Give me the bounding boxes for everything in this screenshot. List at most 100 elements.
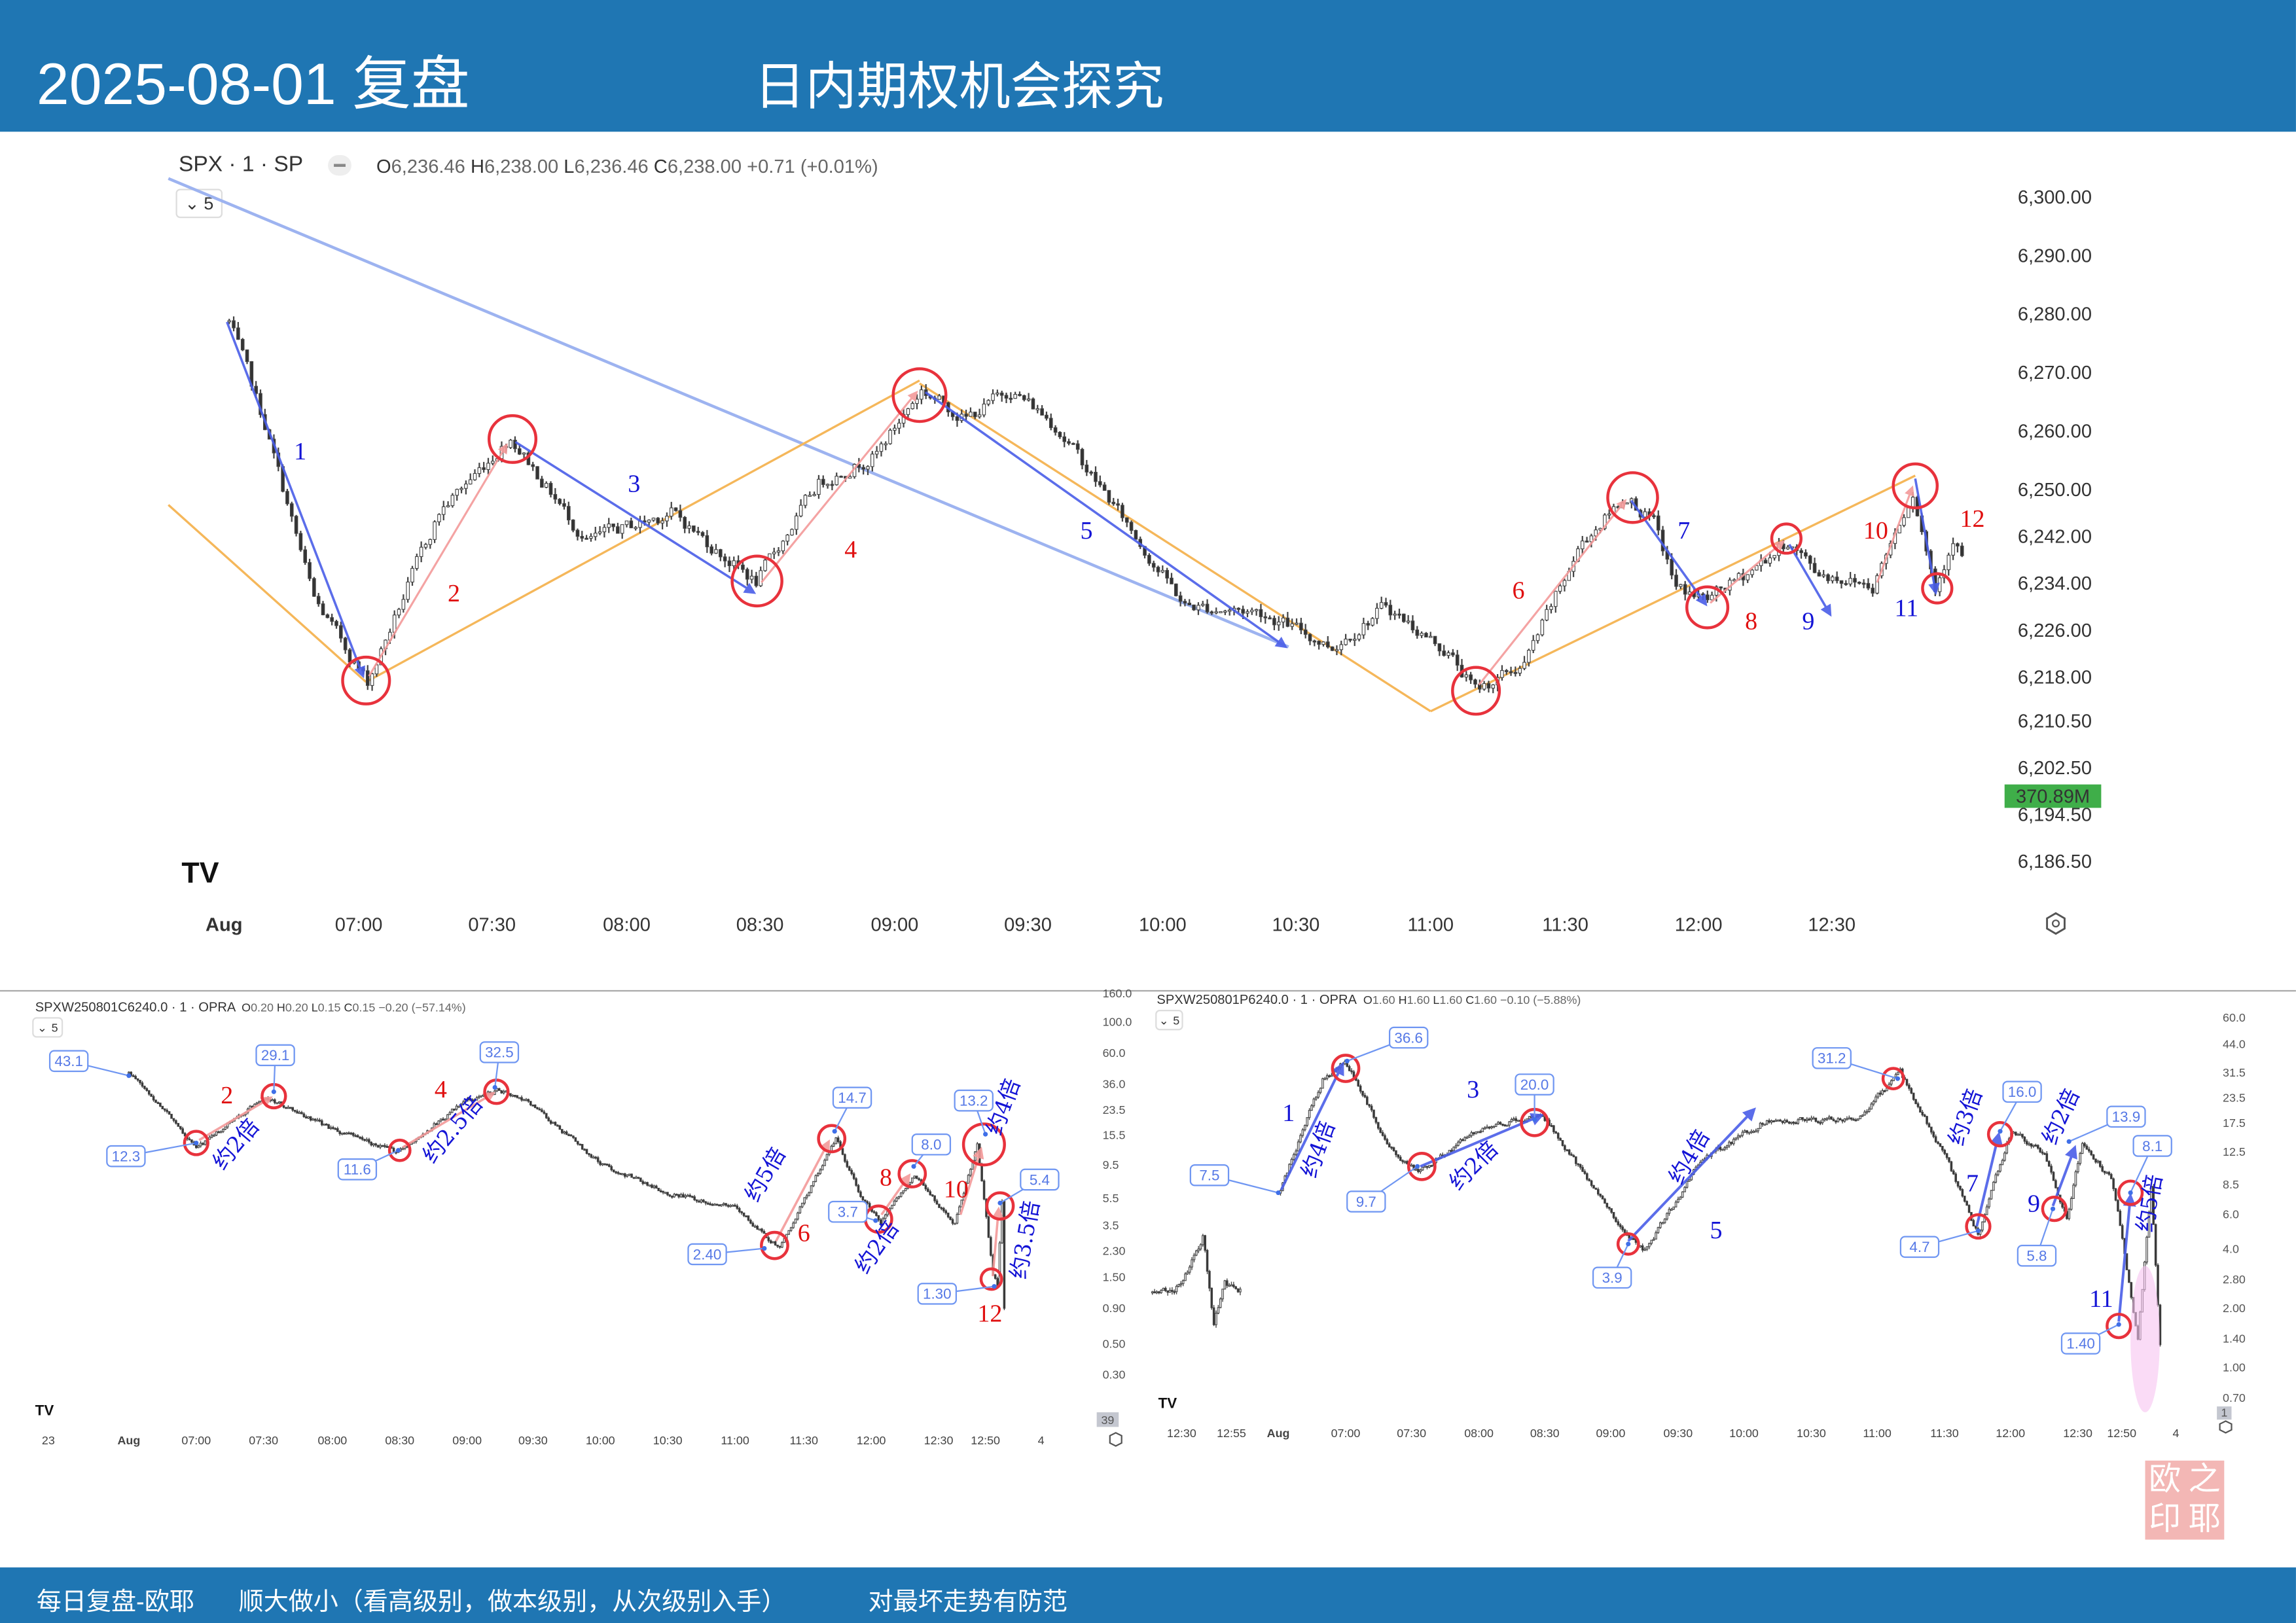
- settings-icon[interactable]: [2219, 1420, 2233, 1434]
- put-chart-symbol[interactable]: SPXW250801P6240.0 · 1 · OPRA: [1157, 992, 1357, 1007]
- candle: [217, 1131, 220, 1133]
- candle: [1366, 1096, 1369, 1105]
- volume-badge-label: 370.89M: [2016, 787, 2090, 808]
- candle: [1134, 530, 1138, 540]
- candle: [401, 1148, 404, 1150]
- y-axis-tick: 15.5: [1103, 1129, 1126, 1142]
- candle: [1812, 1117, 1815, 1120]
- candle: [1442, 651, 1446, 656]
- candle: [356, 1135, 359, 1138]
- x-axis-tick: 4: [1038, 1434, 1045, 1447]
- seal-char: 欧: [2149, 1462, 2181, 1499]
- candle: [1959, 1186, 1962, 1190]
- indicators-toggle[interactable]: ⌄ 5: [175, 188, 223, 219]
- candle: [372, 1143, 375, 1146]
- candle: [1876, 1092, 1880, 1097]
- candle: [1481, 1128, 1484, 1132]
- candle: [361, 1137, 364, 1140]
- highlight-circle: [730, 554, 783, 608]
- put-option-chart[interactable]: 36.67.520.09.73.931.216.04.713.95.88.11.…: [1151, 1011, 2246, 1440]
- candle: [781, 1242, 783, 1248]
- indicator-count: 5: [204, 193, 214, 214]
- x-axis-tick: 12:00: [1675, 914, 1723, 935]
- settings-icon[interactable]: [1109, 1432, 1122, 1447]
- candle: [1656, 515, 1660, 531]
- candle: [1236, 1288, 1240, 1293]
- candle: [641, 1181, 645, 1185]
- candle: [1455, 654, 1460, 666]
- candle: [1952, 1170, 1955, 1175]
- y-axis-tick: 60.0: [1103, 1046, 1126, 1060]
- hide-legend-icon[interactable]: [328, 155, 351, 176]
- candle: [386, 1146, 389, 1149]
- candle: [1174, 583, 1178, 596]
- candle: [462, 1101, 465, 1105]
- y-axis-tick: 6,226.00: [2018, 620, 2092, 641]
- candle: [621, 1173, 624, 1175]
- candle: [874, 451, 879, 455]
- candle: [572, 1135, 575, 1138]
- candle: [1765, 1120, 1768, 1125]
- candle: [899, 1192, 903, 1198]
- value-callout-label: 1.30: [923, 1286, 952, 1302]
- candle: [1188, 1266, 1191, 1273]
- candle: [1419, 1169, 1422, 1172]
- candle: [208, 1137, 211, 1140]
- candle: [227, 320, 232, 323]
- ohlc-key: L: [311, 1001, 318, 1014]
- candle: [2117, 1200, 2119, 1212]
- candle: [199, 1143, 202, 1147]
- candle: [1874, 1096, 1877, 1102]
- candle: [1763, 1124, 1767, 1126]
- candle: [839, 476, 843, 478]
- candle: [706, 1202, 709, 1205]
- candle: [792, 1222, 795, 1228]
- top-chart-symbol[interactable]: SPX · 1 · SP: [178, 152, 304, 177]
- candle: [1755, 565, 1759, 571]
- wave-label: 9: [2028, 1190, 2040, 1218]
- candle: [1621, 1226, 1624, 1230]
- x-axis-tick: 07:30: [1397, 1427, 1426, 1440]
- candle: [450, 1109, 454, 1113]
- call-chart-symbol[interactable]: SPXW250801C6240.0 · 1 · OPRA: [35, 999, 236, 1014]
- candle: [522, 1099, 526, 1101]
- candle: [1946, 554, 1951, 571]
- candles: [1151, 1234, 1242, 1328]
- candle: [637, 1177, 640, 1179]
- ohlc-high: 6,238.00: [484, 155, 559, 177]
- candle: [1857, 582, 1861, 584]
- candle: [651, 1185, 653, 1188]
- candle: [172, 1118, 175, 1121]
- candle: [1299, 1135, 1302, 1143]
- candle: [254, 385, 258, 394]
- y-axis-tick: 160.0: [1103, 987, 1132, 1000]
- candle: [1854, 1119, 1857, 1122]
- ohlc-close: 6,238.00: [667, 155, 742, 177]
- candle: [423, 544, 428, 548]
- indicators-toggle[interactable]: ⌄ 5: [32, 1017, 63, 1038]
- candle: [553, 493, 558, 500]
- candle: [278, 1101, 281, 1103]
- candle: [1739, 1135, 1742, 1137]
- indicators-toggle[interactable]: ⌄ 5: [1155, 1010, 1183, 1031]
- ohlc-low: 0.15: [317, 1001, 341, 1014]
- settings-icon[interactable]: [2046, 912, 2066, 935]
- candle: [2072, 1185, 2075, 1199]
- candle: [1806, 1118, 1808, 1121]
- candle: [872, 1211, 876, 1213]
- y-axis-tick: 6.0: [2223, 1208, 2239, 1221]
- candle: [803, 495, 808, 506]
- candle: [1475, 1131, 1477, 1135]
- candle: [2039, 1147, 2041, 1152]
- y-axis-tick: 6,202.50: [2018, 758, 2092, 779]
- candle: [1554, 590, 1558, 607]
- candle: [330, 617, 334, 622]
- candle: [1996, 1171, 2000, 1175]
- candle: [580, 536, 584, 539]
- candle: [884, 443, 888, 446]
- call-option-chart[interactable]: 43.1 12.3 29.1 11.6 32.5 2.40 14.7 3.7 8.0 13.2 1.…: [42, 987, 1132, 1447]
- candle: [1234, 1286, 1237, 1289]
- candle: [168, 1111, 171, 1115]
